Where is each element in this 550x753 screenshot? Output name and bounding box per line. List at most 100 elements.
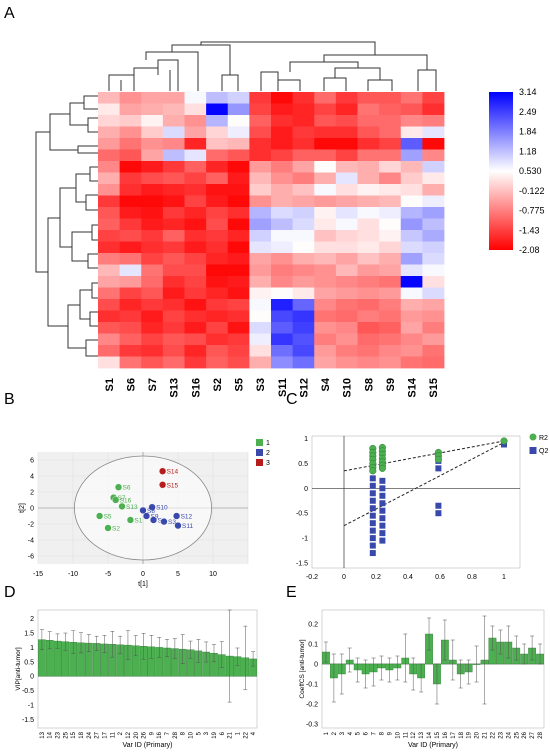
y-tick-label: 1	[304, 436, 308, 443]
score-point-label: S12	[181, 514, 193, 521]
x-tick-label: 10	[189, 731, 195, 738]
heatmap-cell	[400, 172, 423, 185]
heatmap-cell	[249, 103, 272, 116]
heatmap-cell	[357, 184, 380, 196]
legend-label: 3	[266, 460, 270, 467]
heatmap-cell	[314, 322, 337, 334]
heatmap-cell	[98, 253, 121, 265]
heatmap-cell	[206, 207, 229, 219]
heatmap-cell	[422, 356, 445, 369]
heatmap-cell	[119, 149, 142, 162]
heatmap-cell	[400, 345, 423, 357]
heatmap-cell	[141, 172, 164, 185]
heatmap-cell	[422, 299, 445, 311]
score-point-label: S10	[156, 505, 168, 512]
heatmap-cell	[422, 172, 445, 185]
r2-point	[434, 455, 442, 463]
heatmap-cell	[227, 138, 250, 150]
heatmap-cell	[335, 138, 358, 150]
heatmap-cell	[98, 310, 121, 323]
x-tick-label: 8	[379, 731, 385, 735]
heatmap-cell	[184, 149, 207, 162]
heatmap-cell	[162, 333, 185, 346]
heatmap-cell	[271, 149, 294, 162]
heatmap-cell	[292, 207, 315, 219]
q2-point	[435, 502, 442, 509]
heatmap-cell	[162, 149, 185, 162]
heatmap-cell	[249, 138, 272, 150]
heatmap-cell	[314, 161, 337, 173]
heatmap-cell	[119, 356, 142, 369]
heatmap-cell	[400, 264, 423, 277]
heatmap-cell	[379, 230, 402, 242]
x-tick-label: 5	[196, 731, 202, 735]
heatmap-cell	[314, 264, 337, 277]
heatmap-cell	[335, 115, 358, 127]
heatmap-cell	[98, 195, 121, 208]
heatmap-cell	[249, 218, 272, 231]
heatmap-cell	[119, 345, 142, 357]
heatmap-cell	[357, 253, 380, 265]
heatmap-cell	[314, 138, 337, 150]
legend-label: 2	[266, 450, 270, 457]
heatmap-cell	[184, 126, 207, 139]
heatmap-cell	[206, 138, 229, 150]
heatmap-cell	[98, 230, 121, 242]
heatmap-cell	[141, 161, 164, 173]
heatmap-cell	[184, 172, 207, 185]
x-tick-label: 0.8	[467, 574, 477, 581]
heatmap-cell	[119, 184, 142, 196]
heatmap-cell	[292, 333, 315, 346]
y-tick-label: 0	[314, 662, 318, 669]
r2-point	[378, 464, 386, 472]
score-point	[104, 524, 112, 532]
heatmap-cell	[184, 276, 207, 288]
vip-bar-chart: 13 14 23 25 15 18 24 27 17 11 2 12 20 26 9 16 7 28 8 10 5 3 19…	[15, 609, 258, 749]
heatmap-cell	[292, 276, 315, 288]
heatmap-cell	[227, 161, 250, 173]
heatmap-cell	[227, 356, 250, 369]
y-axis-label: VIP[anti-tumor]	[15, 647, 22, 691]
heatmap-cell	[162, 172, 185, 185]
score-point-label: S16	[120, 498, 132, 505]
heatmap-cell	[119, 310, 142, 323]
q2-point	[379, 500, 386, 507]
x-tick-label: 18	[79, 731, 85, 738]
heatmap-cell	[119, 92, 142, 104]
x-tick-label: 25	[514, 731, 520, 738]
q2-point	[369, 512, 376, 519]
heatmap-cell	[379, 241, 402, 254]
heatmap-cell	[249, 299, 272, 311]
x-tick-label: 8	[181, 731, 187, 735]
legend-swatch	[256, 449, 263, 456]
heatmap-cell	[314, 218, 337, 231]
y-tick-label: -6	[28, 554, 34, 561]
heatmap-cell	[162, 207, 185, 219]
heatmap-cell	[162, 103, 185, 116]
heatmap-column-label: S1	[104, 378, 116, 391]
q2-point	[369, 482, 376, 489]
x-tick-label: 23	[56, 731, 62, 738]
heatmap-cell	[292, 218, 315, 231]
x-tick-label: 10	[395, 731, 401, 738]
score-point	[160, 517, 168, 526]
heatmap-cell	[141, 138, 164, 150]
heatmap-cell	[379, 126, 402, 139]
heatmap-cell	[271, 115, 294, 127]
heatmap-cell	[422, 126, 445, 139]
heatmap-cell	[400, 253, 423, 265]
legend-label: R2	[539, 435, 548, 442]
score-point-label: S2	[112, 526, 120, 533]
heatmap-cell	[98, 126, 121, 139]
heatmap-cell	[314, 299, 337, 311]
heatmap-column-label: S15	[428, 378, 440, 398]
heatmap-cell	[271, 92, 294, 104]
color-scale-tick: 1.84	[519, 127, 537, 137]
heatmap-cell	[314, 345, 337, 357]
heatmap-cell	[206, 299, 229, 311]
x-tick-label: 3	[204, 731, 210, 735]
heatmap-cell	[314, 126, 337, 139]
heatmap-cell	[379, 333, 402, 346]
x-tick-label: 17	[451, 731, 457, 738]
x-tick-label: -0.2	[306, 574, 318, 581]
